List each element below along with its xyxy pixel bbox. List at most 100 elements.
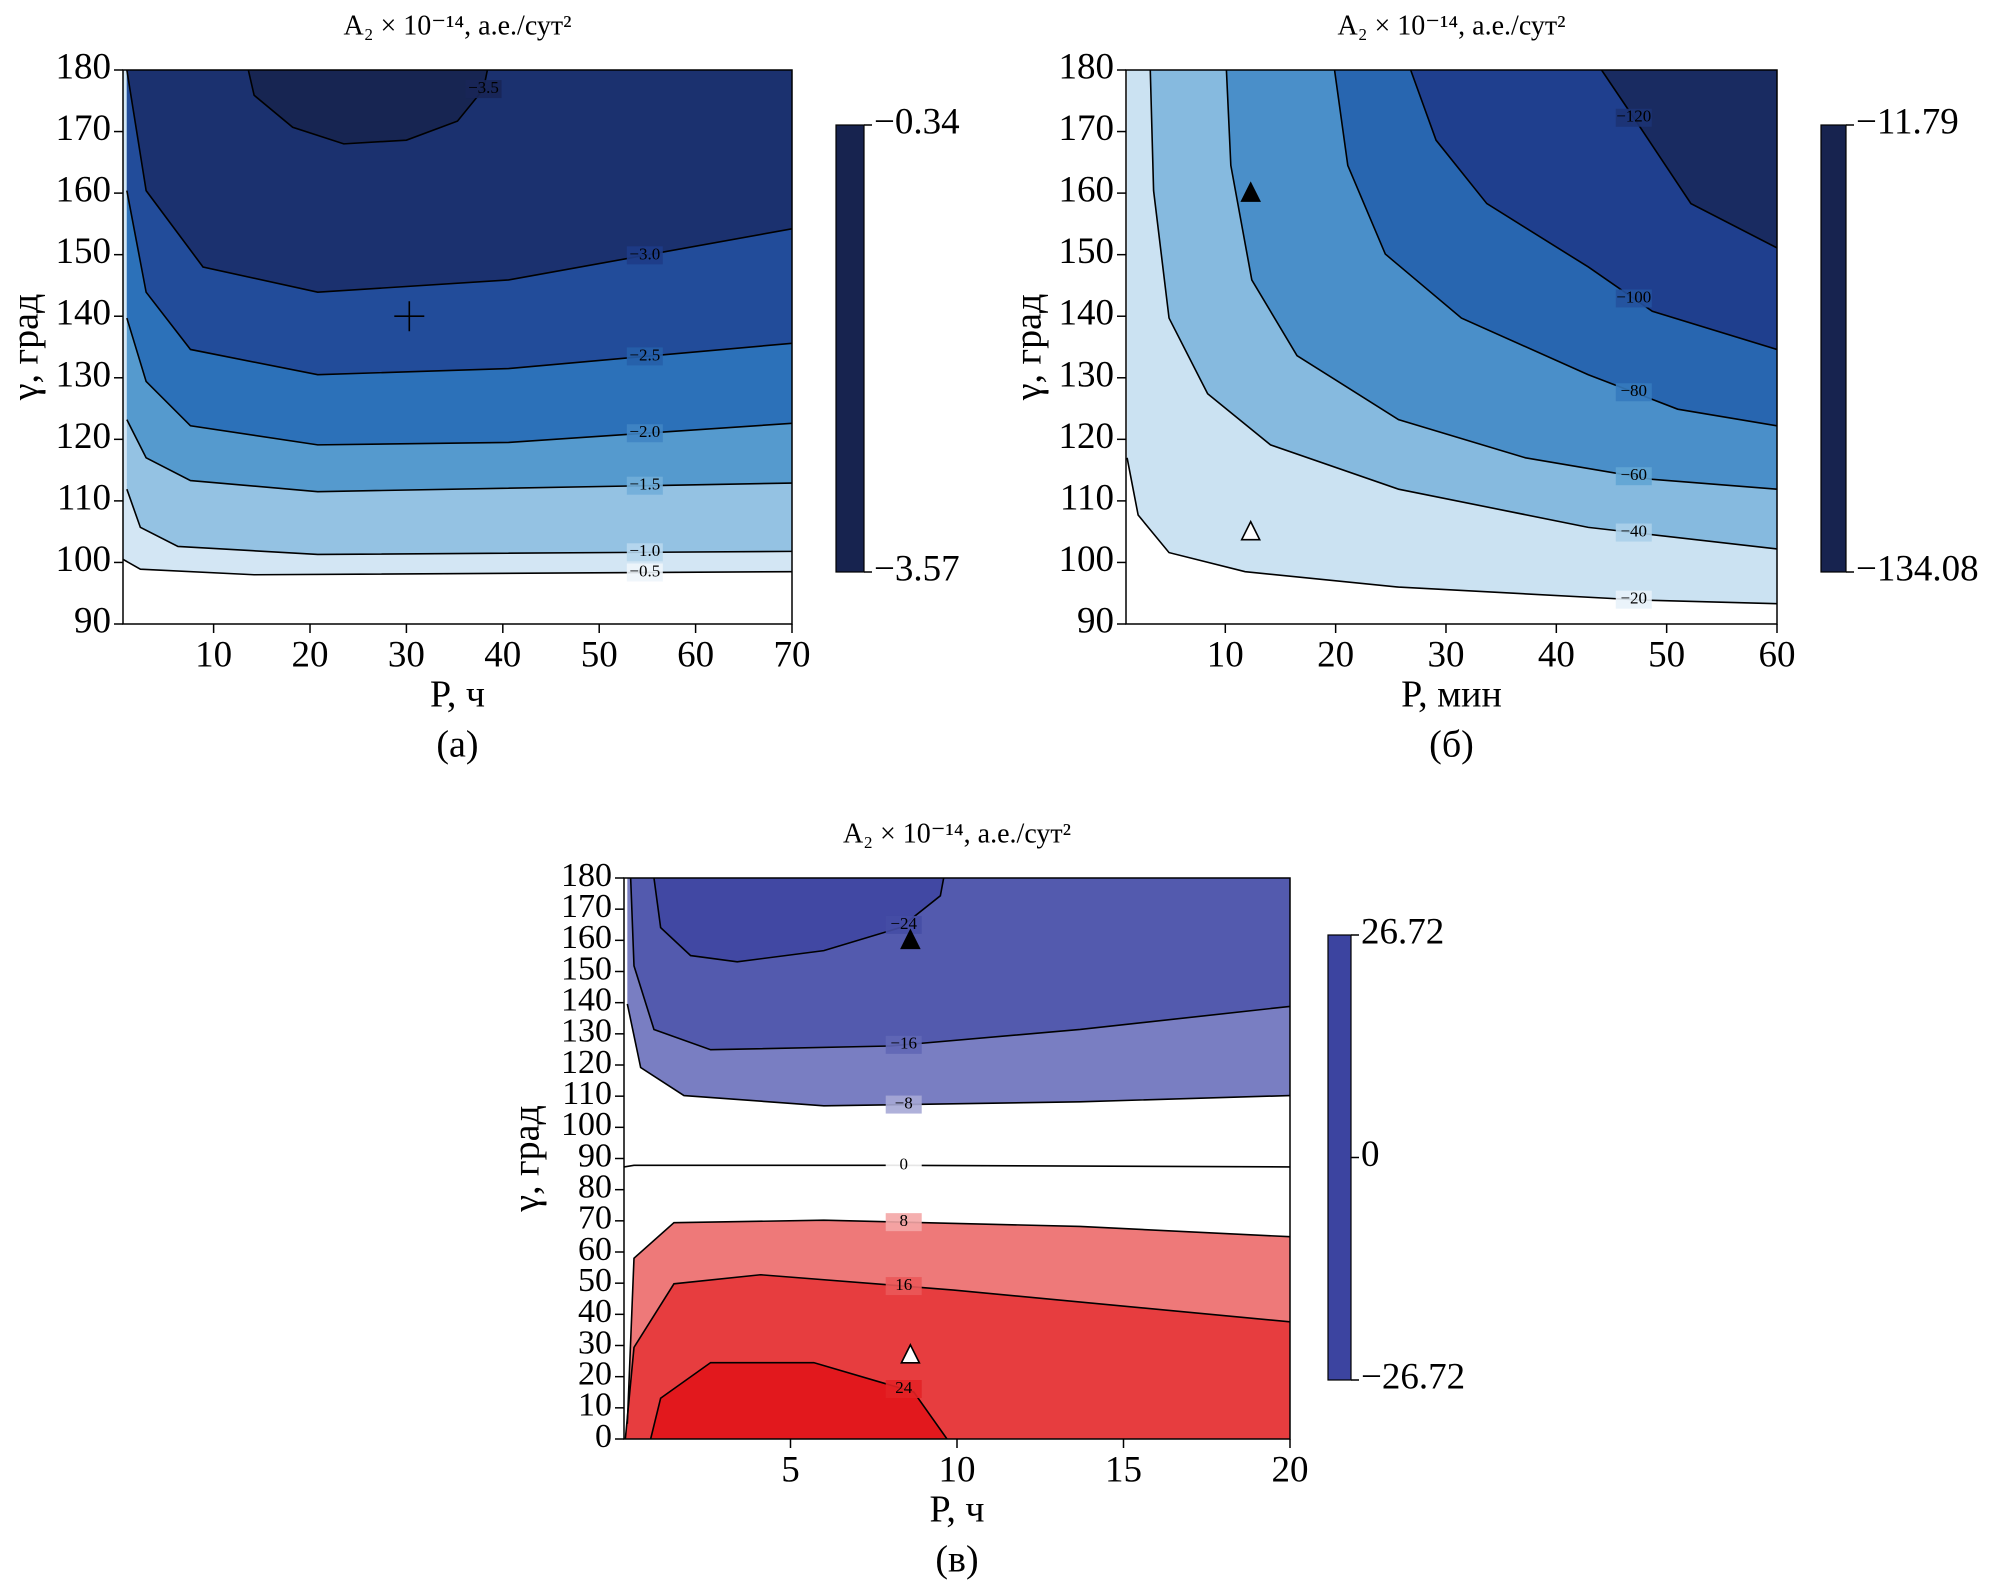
x-tick-label: 30 bbox=[388, 634, 425, 675]
y-tick-label: 90 bbox=[74, 600, 111, 641]
y-axis-label: γ, град bbox=[1008, 294, 1050, 402]
colorbar-tick-label: 26.72 bbox=[1361, 911, 1444, 952]
y-axis-label: γ, град bbox=[506, 1105, 548, 1213]
contour-label: −16 bbox=[890, 1034, 917, 1053]
contour-line bbox=[1333, 70, 1777, 427]
y-tick-label: 130 bbox=[1059, 354, 1115, 395]
y-tick-label: 110 bbox=[1060, 477, 1114, 518]
y-tick-label: 90 bbox=[578, 1137, 612, 1174]
contour-line bbox=[1409, 70, 1777, 351]
x-axis-label: P, мин bbox=[1401, 674, 1502, 716]
y-tick-label: 170 bbox=[561, 888, 612, 925]
y-tick-label: 170 bbox=[56, 108, 112, 149]
colorbar-tick-label: −26.72 bbox=[1361, 1356, 1465, 1397]
contour-label: −24 bbox=[890, 914, 917, 933]
contour-label: −100 bbox=[1616, 287, 1651, 306]
contour-label: −20 bbox=[1620, 589, 1647, 608]
y-tick-label: 10 bbox=[578, 1387, 612, 1424]
y-tick-label: 150 bbox=[56, 231, 112, 272]
y-tick-label: 180 bbox=[56, 46, 112, 87]
contour-line bbox=[624, 1273, 1290, 1439]
y-tick-label: 60 bbox=[578, 1231, 612, 1268]
contour-label: 0 bbox=[899, 1154, 908, 1173]
contour-line bbox=[1600, 70, 1777, 249]
contour-line bbox=[649, 1361, 948, 1439]
contour-label: −2.0 bbox=[629, 422, 660, 441]
contour-label-bg bbox=[1615, 467, 1652, 486]
contour-label: −1.5 bbox=[629, 475, 660, 494]
y-tick-label: 140 bbox=[1059, 293, 1115, 334]
y-tick-label: 50 bbox=[578, 1262, 612, 1299]
y-axis-label: γ, град bbox=[5, 294, 47, 402]
colorbar bbox=[1327, 934, 1352, 1381]
y-tick-label: 130 bbox=[561, 1013, 612, 1050]
contour-line bbox=[629, 878, 1290, 1051]
x-tick-label: 50 bbox=[581, 634, 618, 675]
plot-area bbox=[624, 878, 1290, 1439]
x-tick-label: 40 bbox=[484, 634, 521, 675]
y-tick-label: 80 bbox=[578, 1168, 612, 1205]
y-tick-label: 110 bbox=[562, 1075, 612, 1112]
contour-label: 24 bbox=[895, 1378, 913, 1397]
contour-label-bg bbox=[885, 1213, 922, 1232]
colorbar-tick-label: 0 bbox=[1361, 1134, 1380, 1175]
x-tick-label: 10 bbox=[195, 634, 232, 675]
marker bbox=[1240, 181, 1261, 202]
y-tick-label: 20 bbox=[578, 1355, 612, 1392]
y-tick-label: 120 bbox=[561, 1044, 612, 1081]
caption: (а) bbox=[436, 724, 478, 766]
contour-label-bg bbox=[885, 1380, 922, 1399]
contour-label-bg bbox=[885, 1156, 922, 1175]
colorbar-tick-label: −0.34 bbox=[874, 101, 960, 142]
contour-label: −2.5 bbox=[629, 345, 660, 364]
caption: (б) bbox=[1429, 724, 1474, 766]
contour-label: −3.5 bbox=[468, 78, 499, 97]
contour-label: −8 bbox=[895, 1093, 913, 1112]
contour-label-bg bbox=[1615, 108, 1652, 127]
marker bbox=[394, 301, 425, 332]
y-tick-label: 180 bbox=[561, 857, 612, 894]
contour-label: −1.0 bbox=[629, 541, 660, 560]
chart-title: A₂ × 10⁻¹⁴, а.е./сут² bbox=[1337, 10, 1565, 41]
contour-band bbox=[653, 878, 944, 962]
contour-line bbox=[126, 70, 792, 294]
chart-title: A₂ × 10⁻¹⁴, а.е./сут² bbox=[843, 818, 1071, 849]
colorbar-tick-label: −134.08 bbox=[1856, 548, 1979, 589]
contour-line bbox=[126, 419, 792, 493]
marker bbox=[900, 928, 921, 950]
contour-band bbox=[650, 1362, 948, 1439]
x-tick-label: 5 bbox=[781, 1449, 800, 1490]
y-tick-label: 90 bbox=[1077, 600, 1114, 641]
contour-label-bg bbox=[626, 424, 663, 443]
contour-label-bg bbox=[626, 543, 663, 562]
y-tick-label: 150 bbox=[1059, 231, 1115, 272]
y-tick-label: 140 bbox=[56, 293, 112, 334]
contour-label: −0.5 bbox=[629, 561, 660, 580]
caption: (в) bbox=[935, 1539, 978, 1581]
y-tick-label: 170 bbox=[1059, 108, 1115, 149]
contour-label-bg bbox=[1615, 523, 1652, 542]
contour-label-bg bbox=[885, 1277, 922, 1296]
x-tick-label: 40 bbox=[1538, 634, 1575, 675]
x-tick-label: 15 bbox=[1105, 1449, 1142, 1490]
colorbar bbox=[835, 124, 865, 573]
y-tick-label: 130 bbox=[56, 354, 112, 395]
y-tick-label: 160 bbox=[56, 170, 112, 211]
colorbar-tick-label: −11.79 bbox=[1856, 101, 1959, 142]
y-tick-label: 30 bbox=[578, 1324, 612, 1361]
contour-label-bg bbox=[1615, 383, 1652, 402]
y-tick-label: 120 bbox=[56, 416, 112, 457]
y-tick-label: 100 bbox=[56, 539, 112, 580]
contour-line bbox=[126, 190, 792, 376]
x-tick-label: 60 bbox=[1759, 634, 1796, 675]
chart-title: A₂ × 10⁻¹⁴, а.е./сут² bbox=[343, 10, 571, 41]
x-axis-label: P, ч bbox=[430, 674, 485, 716]
y-tick-label: 120 bbox=[1059, 416, 1115, 457]
marker bbox=[1240, 519, 1261, 541]
y-tick-label: 110 bbox=[57, 477, 111, 518]
y-tick-label: 70 bbox=[578, 1200, 612, 1237]
contour-label-bg bbox=[626, 246, 663, 265]
contour-label-bg bbox=[885, 1035, 922, 1054]
